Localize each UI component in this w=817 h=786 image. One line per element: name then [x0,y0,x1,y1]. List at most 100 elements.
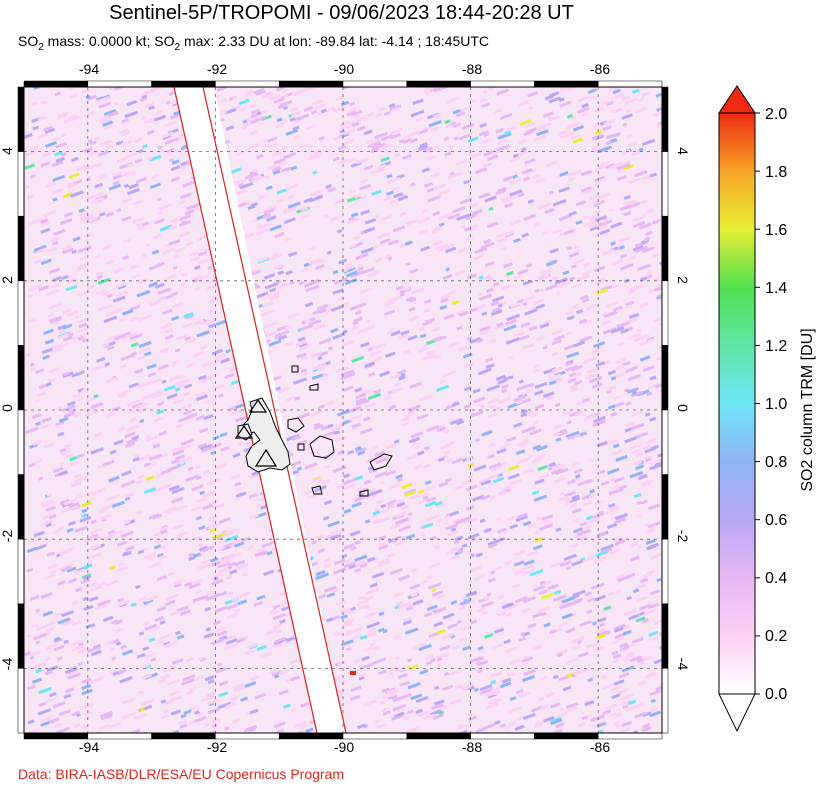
so2-pixel [272,623,283,630]
so2-pixel [120,353,135,362]
so2-pixel [422,343,428,349]
so2-pixel [659,102,662,108]
so2-pixel [179,192,191,200]
so2-pixel [457,723,463,729]
so2-pixel [479,293,493,301]
so2-pixel [171,446,183,453]
so2-pixel [572,518,580,524]
so2-pixel [407,512,413,517]
so2-pixel [343,473,351,479]
so2-pixel [55,424,62,429]
so2-pixel [485,356,494,363]
so2-pixel [448,341,461,348]
so2-pixel [453,122,462,128]
so2-pixel [187,403,193,408]
so2-pixel [422,495,429,501]
so2-pixel [523,559,535,566]
so2-pixel [457,723,469,731]
so2-pixel [548,462,557,468]
so2-pixel [349,694,361,702]
so2-pixel [345,262,353,268]
so2-pixel [320,425,328,431]
so2-pixel [104,579,119,587]
so2-pixel [588,375,603,384]
so2-pixel [68,332,75,338]
so2-pixel [589,488,596,494]
so2-pixel [461,122,475,131]
so2-pixel [102,615,114,623]
so2-pixel [466,335,473,341]
so2-pixel [523,130,534,137]
so2-pixel [216,662,223,667]
so2-pixel [506,671,516,678]
so2-pixel [204,675,214,682]
so2-pixel [541,514,554,522]
so2-pixel [30,367,37,372]
so2-pixel [311,258,325,266]
so2-pixel [65,284,78,292]
so2-pixel [282,703,291,710]
so2-pixel [154,625,160,631]
so2-pixel [48,514,57,520]
so2-pixel [600,480,610,487]
so2-pixel [262,321,278,330]
so2-pixel [472,388,481,394]
so2-pixel [349,270,364,279]
so2-pixel [205,319,215,326]
so2-pixel [360,341,370,348]
so2-pixel [268,253,282,261]
so2-pixel [428,561,441,569]
so2-pixel [50,343,63,351]
so2-pixel [111,500,125,509]
so2-pixel [233,559,246,567]
so2-pixel [496,448,507,455]
so2-pixel [151,249,159,255]
so2-pixel [382,710,391,716]
so2-pixel [632,88,640,94]
so2-pixel [135,176,147,184]
so2-pixel [531,173,541,180]
so2-pixel [124,492,135,499]
so2-pixel [95,288,107,296]
so2-pixel [52,197,58,202]
so2-pixel [564,228,575,236]
so2-pixel [247,642,259,650]
so2-pixel [578,651,589,658]
so2-pixel [499,681,512,689]
so2-pixel [36,391,47,398]
so2-pixel [464,325,471,331]
so2-pixel [42,354,50,360]
so2-pixel [335,577,341,582]
so2-pixel [112,171,122,178]
so2-pixel [96,356,106,363]
so2-pixel [606,385,617,392]
so2-pixel [164,137,179,145]
so2-pixel [533,494,548,502]
so2-pixel [263,139,268,144]
so2-pixel [483,633,494,639]
so2-pixel [335,599,347,607]
so2-pixel [389,665,399,672]
so2-pixel [105,143,114,150]
so2-pixel [583,214,591,221]
so2-pixel [599,622,606,628]
so2-pixel [437,246,447,253]
so2-pixel [185,474,199,482]
so2-pixel [52,320,59,326]
so2-pixel [281,166,292,173]
so2-pixel [205,479,216,486]
so2-pixel [568,251,580,259]
santiago-island [287,417,305,433]
so2-pixel [518,379,524,384]
so2-pixel [198,562,212,570]
so2-pixel [456,619,462,625]
so2-pixel [383,395,393,401]
so2-pixel [555,527,562,533]
so2-pixel [348,243,357,249]
so2-pixel [196,394,208,402]
so2-pixel [527,91,539,98]
so2-pixel [454,484,464,491]
so2-pixel [276,282,290,291]
so2-pixel [436,663,442,668]
so2-pixel [106,345,115,351]
